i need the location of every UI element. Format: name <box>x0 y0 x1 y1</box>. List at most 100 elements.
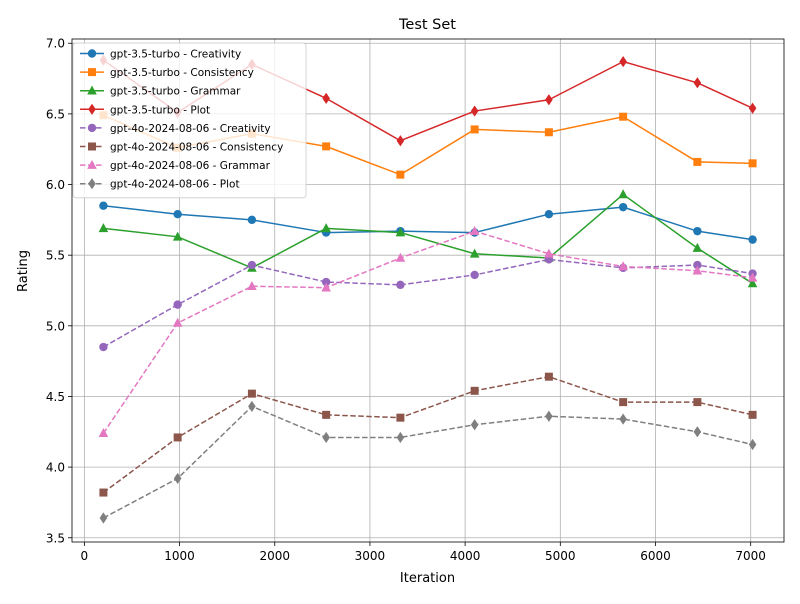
data-point <box>693 260 702 270</box>
data-point <box>172 231 183 241</box>
data-point <box>247 389 256 398</box>
x-tick-label: 2000 <box>259 549 290 563</box>
data-point <box>748 235 757 244</box>
data-point <box>321 277 331 287</box>
legend-label: gpt-3.5-turbo - Creativity <box>110 49 241 61</box>
y-axis-label: Rating <box>16 250 31 292</box>
data-point <box>247 281 257 291</box>
legend: gpt-3.5-turbo - Creativity gpt-3.5-turbo … <box>72 42 307 199</box>
data-point <box>693 398 702 407</box>
series-6 <box>98 225 758 438</box>
data-point <box>396 135 405 147</box>
data-point <box>747 278 758 288</box>
series-line <box>103 405 753 519</box>
y-tick-label: 6.0 <box>46 178 65 192</box>
data-point <box>470 125 479 134</box>
data-point <box>545 410 553 422</box>
legend-marker <box>87 159 97 169</box>
series-line <box>102 375 753 494</box>
x-tick-label: 4000 <box>450 549 481 563</box>
x-tick-label: 6000 <box>640 549 671 563</box>
x-tick-label: 1000 <box>164 549 195 563</box>
data-point <box>322 142 331 151</box>
series-2 <box>98 189 758 288</box>
data-point <box>396 170 405 179</box>
data-point <box>618 202 628 212</box>
series-line <box>102 230 753 434</box>
y-tick-label: 7.0 <box>46 37 65 51</box>
data-point <box>172 317 183 327</box>
data-point <box>322 410 331 419</box>
legend-marker <box>88 103 96 115</box>
plot-frame <box>71 38 785 543</box>
legend-item: gpt-3.5-turbo - Grammar <box>80 85 241 98</box>
data-point <box>619 413 627 425</box>
legend-label: gpt-4o-2024-08-06 - Plot <box>110 179 240 191</box>
data-point <box>545 94 553 106</box>
legend-label: gpt-4o-2024-08-06 - Creativity <box>110 123 271 135</box>
data-point <box>395 227 406 237</box>
legend-item: gpt-3.5-turbo - Consistency <box>80 67 254 79</box>
data-point <box>544 372 553 381</box>
data-point <box>395 252 406 262</box>
data-point <box>748 410 757 419</box>
data-point <box>692 265 703 275</box>
legend-marker <box>87 49 97 58</box>
data-point <box>470 419 479 431</box>
data-point <box>99 488 108 497</box>
legend-label: gpt-4o-2024-08-06 - Grammar <box>110 160 271 172</box>
series-line <box>103 204 753 241</box>
legend-item: gpt-3.5-turbo - Plot <box>80 103 210 116</box>
y-tick-label: 5.5 <box>46 249 65 263</box>
data-point <box>544 210 554 219</box>
data-point <box>619 398 628 407</box>
data-point <box>544 128 553 137</box>
axes: 0 1000 2000 3000 4000 5000 6000 7000 3.5 4.0 4.5 5.… <box>46 37 785 563</box>
data-point <box>99 342 108 352</box>
data-point <box>693 77 702 89</box>
data-point <box>322 92 330 104</box>
legend-label: gpt-3.5-turbo - Grammar <box>110 86 241 98</box>
data-point <box>98 428 109 438</box>
data-point <box>173 433 182 442</box>
x-tick-label: 0 <box>81 549 89 563</box>
y-tick-label: 5.0 <box>46 319 65 333</box>
data-point <box>173 472 182 485</box>
data-point <box>469 248 480 258</box>
legend-marker <box>88 178 96 190</box>
legend-item: gpt-4o-2024-08-06 - Consistency <box>80 142 283 154</box>
legend-item: gpt-3.5-turbo - Creativity <box>80 49 241 61</box>
chart-title: Test Set <box>398 17 456 33</box>
data-point <box>470 386 479 395</box>
grid <box>72 39 784 542</box>
data-point <box>619 112 628 121</box>
data-point <box>748 438 757 451</box>
data-point <box>396 413 405 422</box>
data-point <box>396 431 405 444</box>
data-point <box>98 223 109 233</box>
legend-label: gpt-3.5-turbo - Plot <box>110 104 210 116</box>
data-point <box>470 270 479 280</box>
series-layer <box>98 54 758 524</box>
x-tick-label: 3000 <box>355 549 386 563</box>
x-tick-label: 5000 <box>545 549 576 563</box>
series-7 <box>99 400 757 524</box>
legend-marker <box>87 85 97 95</box>
data-point <box>748 102 757 114</box>
data-point <box>618 189 628 199</box>
data-point <box>396 280 405 290</box>
x-tick-label: 7000 <box>735 549 766 563</box>
x-axis-label: Iteration <box>400 571 455 586</box>
data-point <box>693 226 702 236</box>
data-point <box>321 223 331 233</box>
legend-item: gpt-4o-2024-08-06 - Plot <box>80 178 240 191</box>
data-point <box>99 201 108 210</box>
y-tick-label: 3.5 <box>46 531 65 545</box>
legend-marker <box>88 142 96 151</box>
data-point <box>692 242 703 252</box>
data-point <box>173 300 182 309</box>
y-tick-label: 6.5 <box>46 107 65 121</box>
data-point <box>747 272 758 282</box>
